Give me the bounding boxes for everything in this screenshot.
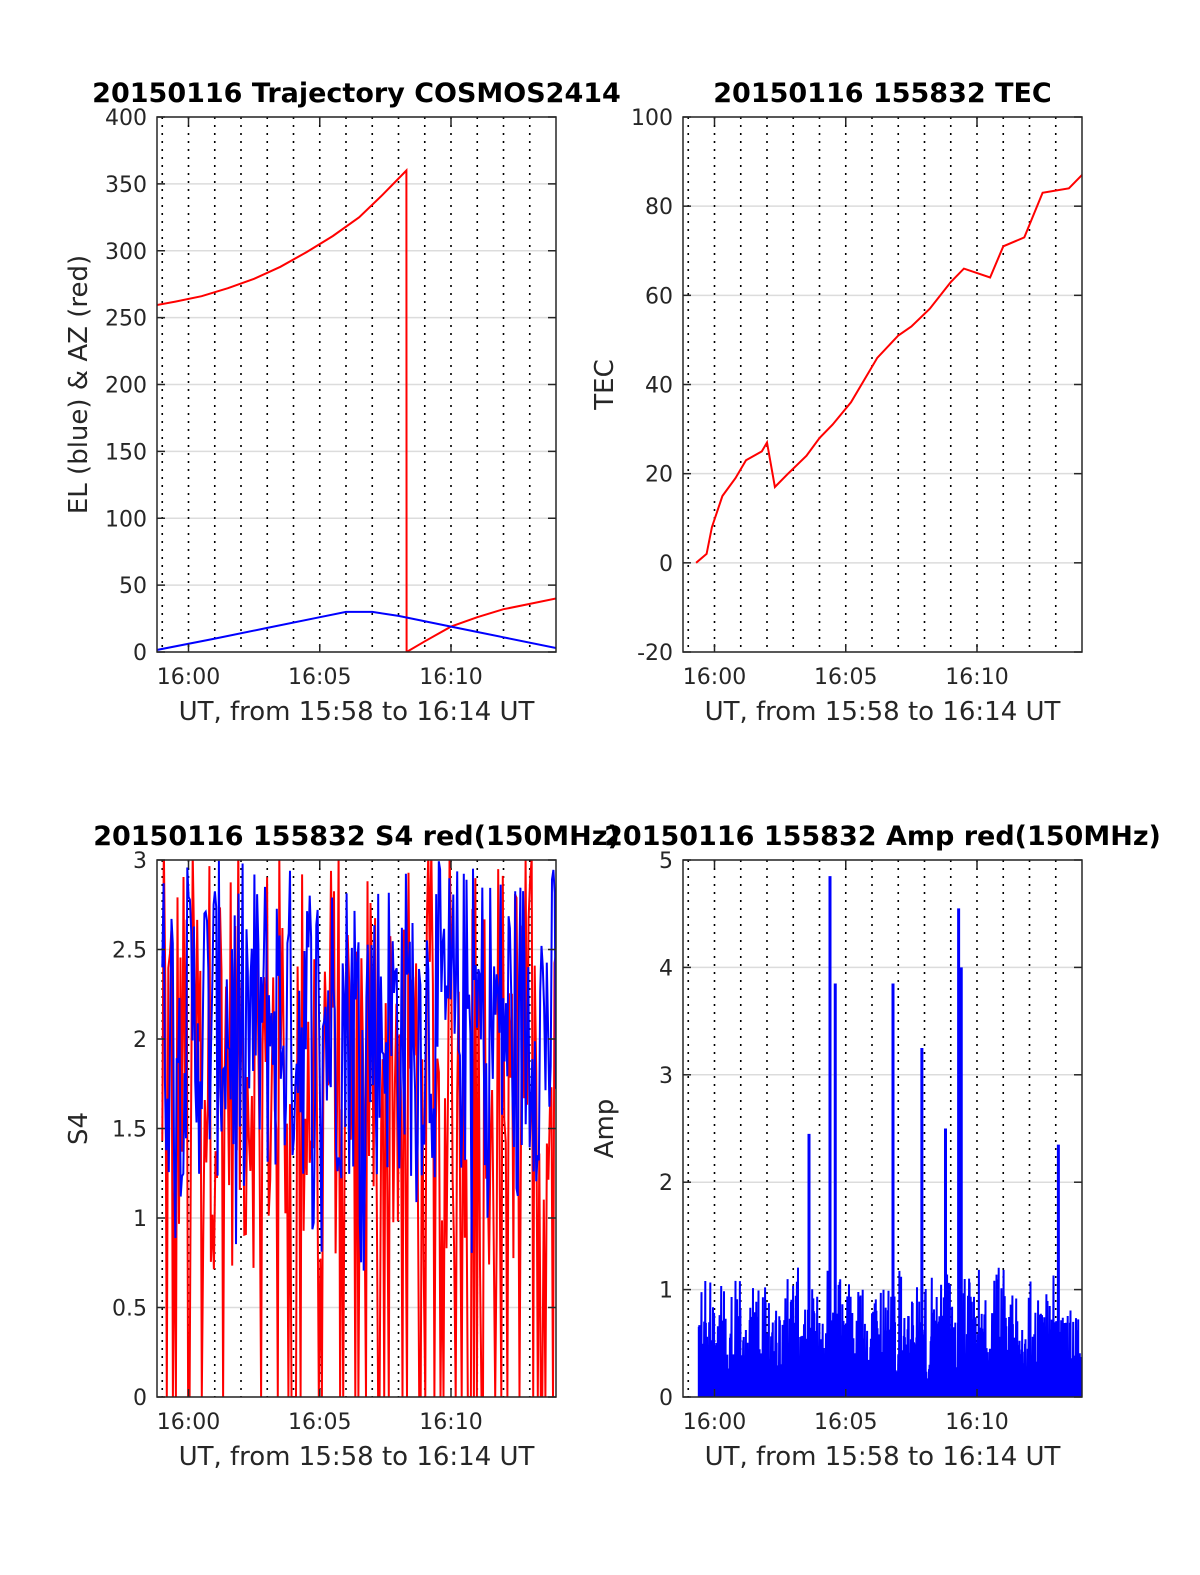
y-tick-label: 0 <box>133 1386 147 1411</box>
y-tick-label: 40 <box>645 374 673 399</box>
y-axis-label: Amp <box>590 1099 620 1159</box>
y-tick-label: 2.5 <box>112 939 147 964</box>
plot-area <box>697 876 1082 1397</box>
y-tick-label: 1 <box>133 1207 147 1232</box>
plot-area <box>161 860 556 1397</box>
x-tick-label: 16:10 <box>945 665 1008 690</box>
x-axis-label: UT, from 15:58 to 16:14 UT <box>179 697 535 727</box>
y-tick-label: 400 <box>105 106 147 131</box>
chart-tec: -20 0 20 40 60 80 100 16:00 16:05 16:10 20150116 1… <box>590 78 1083 727</box>
x-tick-label: 16:00 <box>157 665 220 690</box>
x-tick-label: 16:05 <box>288 665 351 690</box>
series-line-0 <box>157 168 556 652</box>
x-tick-label: 16:00 <box>683 1410 746 1435</box>
y-axis-label: EL (blue) & AZ (red) <box>64 255 94 514</box>
chart-traj: 0 50 100 150 200 250 300 350 400 16:00 16:05 16:10 2… <box>64 78 621 727</box>
y-tick-label: 2 <box>133 1028 147 1053</box>
chart-amp: 0 1 2 3 4 5 16:00 16:05 16:10 20150116 155832 Amp… <box>590 821 1161 1472</box>
y-tick-label: 0 <box>659 1386 673 1411</box>
noise-series-1 <box>161 860 556 1271</box>
series-line-1 <box>157 610 556 651</box>
y-axis-label: S4 <box>64 1112 94 1145</box>
noise-series-0 <box>697 1267 1082 1397</box>
y-tick-label: 1.5 <box>112 1118 147 1143</box>
chart-title: 20150116 155832 TEC <box>713 78 1052 109</box>
x-tick-label: 16:05 <box>814 1410 877 1435</box>
y-tick-label: 5 <box>659 849 673 874</box>
y-tick-label: 300 <box>105 240 147 265</box>
axes-box <box>682 859 1083 1398</box>
y-tick-label: 20 <box>645 463 673 488</box>
y-tick-label: 80 <box>645 195 673 220</box>
y-tick-label: 3 <box>133 849 147 874</box>
y-tick-label: 60 <box>645 284 673 309</box>
x-tick-label: 16:10 <box>419 1410 482 1435</box>
x-axis-label: UT, from 15:58 to 16:14 UT <box>179 1442 535 1472</box>
y-tick-label: 350 <box>105 173 147 198</box>
x-tick-label: 16:10 <box>945 1410 1008 1435</box>
x-tick-label: 16:00 <box>157 1410 220 1435</box>
y-axis-label: TEC <box>590 359 620 410</box>
y-tick-label: 0.5 <box>112 1297 147 1322</box>
x-tick-label: 16:05 <box>288 1410 351 1435</box>
noise-series-0 <box>161 860 556 1397</box>
plot-area <box>695 174 1082 564</box>
y-tick-label: 3 <box>659 1064 673 1089</box>
y-tick-label: 50 <box>119 574 147 599</box>
x-tick-label: 16:10 <box>419 665 482 690</box>
x-tick-label: 16:05 <box>814 665 877 690</box>
y-tick-label: 2 <box>659 1171 673 1196</box>
y-tick-label: 200 <box>105 374 147 399</box>
chart-s4: 0 0.5 1 1.5 2 2.5 3 16:00 16:05 16:10 20150116 155… <box>64 821 620 1472</box>
y-tick-label: 250 <box>105 307 147 332</box>
y-tick-label: 100 <box>105 507 147 532</box>
x-tick-label: 16:00 <box>683 665 746 690</box>
chart-title: 20150116 155832 S4 red(150MHz) <box>93 821 620 852</box>
chart-title: 20150116 155832 Amp red(150MHz) <box>604 821 1161 852</box>
chart-title: 20150116 Trajectory COSMOS2414 <box>92 78 621 109</box>
y-tick-label: -20 <box>637 641 673 666</box>
y-tick-label: 150 <box>105 440 147 465</box>
series-line-0 <box>695 174 1082 564</box>
x-axis-label: UT, from 15:58 to 16:14 UT <box>705 697 1061 727</box>
y-tick-label: 0 <box>659 552 673 577</box>
y-tick-label: 0 <box>133 641 147 666</box>
plot-area <box>157 168 556 652</box>
x-axis-label: UT, from 15:58 to 16:14 UT <box>705 1442 1061 1472</box>
y-tick-label: 4 <box>659 956 673 981</box>
y-tick-label: 1 <box>659 1279 673 1304</box>
y-tick-label: 100 <box>631 106 673 131</box>
